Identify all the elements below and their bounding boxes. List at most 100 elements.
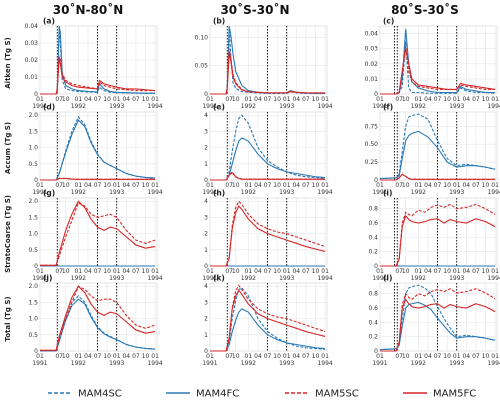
x-tick-label: 01 (113, 268, 121, 275)
panel-label: (c) (383, 17, 394, 26)
y-tick-label: 0.01 (365, 76, 379, 83)
x-tick-label: 07 (55, 96, 63, 103)
series-mam4sc (210, 287, 326, 352)
y-tick-label: 0.02 (25, 57, 39, 64)
y-tick-label: 0.6 (368, 305, 378, 312)
x-tick-year: 1991 (32, 360, 47, 367)
x-tick-label: 01 (491, 268, 499, 275)
panel-label: (i) (383, 189, 392, 198)
x-tick-label: 01 (453, 353, 461, 360)
x-tick-label: 04 (292, 96, 300, 103)
y-tick-label: 0 (204, 177, 208, 184)
x-tick-year: 1992 (411, 103, 426, 110)
x-tick-label: 01 (151, 353, 159, 360)
x-tick-year: 1993 (449, 275, 464, 282)
legend: MAM4SC MAM4FC MAM5SC MAM5FC (48, 389, 476, 400)
series-mam5fc (380, 173, 496, 181)
x-tick-year: 1994 (147, 103, 162, 110)
y-tick-label: 0.4 (368, 234, 378, 241)
legend-item-mam5fc: MAM5FC (403, 389, 476, 400)
x-tick-label: 01 (376, 268, 384, 275)
x-tick-label: 04 (254, 268, 262, 275)
series-mam5fc (40, 200, 156, 266)
series-mam4fc (40, 119, 156, 181)
x-tick-label: 10 (103, 353, 111, 360)
x-tick-year: 1991 (202, 360, 217, 367)
x-tick-year: 1993 (279, 360, 294, 367)
x-tick-label: 01 (113, 353, 121, 360)
series-mam5fc (40, 177, 156, 181)
x-tick-label: 01 (321, 353, 329, 360)
x-tick-label: 01 (376, 96, 384, 103)
x-tick-label: 07 (472, 353, 480, 360)
y-tick-label: 2 (204, 145, 208, 152)
y-tick-label: 0.01 (25, 74, 39, 81)
x-tick-label: 10 (103, 96, 111, 103)
x-tick-label: 10 (312, 96, 320, 103)
panel-label: (j) (43, 274, 52, 283)
y-tick-label: 2.0 (28, 198, 38, 205)
x-tick-label: 01 (113, 96, 121, 103)
x-tick-year: 1992 (71, 103, 86, 110)
y-tick-label: 0.50 (365, 141, 379, 148)
x-tick-label: 04 (254, 96, 262, 103)
x-tick-label: 04 (122, 182, 130, 189)
x-tick-label: 07 (225, 182, 233, 189)
panel-label: (k) (213, 274, 225, 283)
x-tick-label: 04 (462, 268, 470, 275)
x-tick-label: 07 (434, 353, 442, 360)
x-tick-label: 07 (302, 268, 310, 275)
x-tick-label: 01 (36, 353, 44, 360)
x-tick-label: 01 (283, 268, 291, 275)
y-tick-label: 2.0 (28, 112, 38, 119)
y-tick-label: 0 (34, 177, 38, 184)
legend-item-mam4sc: MAM4SC (48, 389, 122, 400)
row-label-stratocoarse: StratoCoarse (Tg S) (4, 195, 12, 273)
y-tick-label: 1.5 (28, 299, 38, 306)
x-tick-label: 07 (132, 96, 140, 103)
panel-label: (h) (213, 189, 225, 198)
panel-label: (l) (383, 274, 392, 283)
y-tick-label: 0 (204, 263, 208, 270)
y-tick-label: 0 (34, 263, 38, 270)
x-tick-label: 01 (491, 353, 499, 360)
x-tick-label: 01 (283, 96, 291, 103)
series-mam5fc (380, 298, 496, 352)
y-tick-label: 4 (204, 112, 208, 119)
x-tick-label: 01 (453, 182, 461, 189)
x-tick-label: 07 (132, 182, 140, 189)
x-tick-year: 1991 (32, 275, 47, 282)
x-tick-label: 10 (443, 182, 451, 189)
x-tick-label: 04 (84, 96, 92, 103)
x-tick-label: 04 (84, 182, 92, 189)
row-label-total: Total (Tg S) (4, 296, 12, 341)
y-tick-label: 2.0 (28, 283, 38, 290)
legend-item-mam4fc: MAM4FC (166, 389, 239, 400)
x-tick-label: 10 (142, 268, 150, 275)
x-tick-label: 07 (302, 182, 310, 189)
plot-area (39, 197, 158, 267)
series-mam4fc (380, 28, 496, 95)
x-tick-year: 1992 (411, 189, 426, 196)
x-tick-label: 10 (443, 96, 451, 103)
x-tick-label: 07 (264, 268, 272, 275)
y-tick-label: 0 (34, 91, 38, 98)
x-tick-label: 01 (36, 268, 44, 275)
x-tick-label: 01 (75, 353, 83, 360)
x-tick-label: 01 (245, 268, 253, 275)
x-tick-label: 07 (94, 96, 102, 103)
x-tick-label: 07 (472, 96, 480, 103)
x-tick-year: 1994 (317, 189, 332, 196)
x-tick-label: 10 (273, 353, 281, 360)
x-tick-year: 1994 (147, 189, 162, 196)
y-tick-label: 0 (204, 348, 208, 355)
x-tick-label: 10 (312, 182, 320, 189)
x-tick-label: 07 (55, 182, 63, 189)
x-tick-label: 10 (273, 182, 281, 189)
series-mam5sc (40, 202, 156, 266)
x-tick-label: 01 (75, 182, 83, 189)
